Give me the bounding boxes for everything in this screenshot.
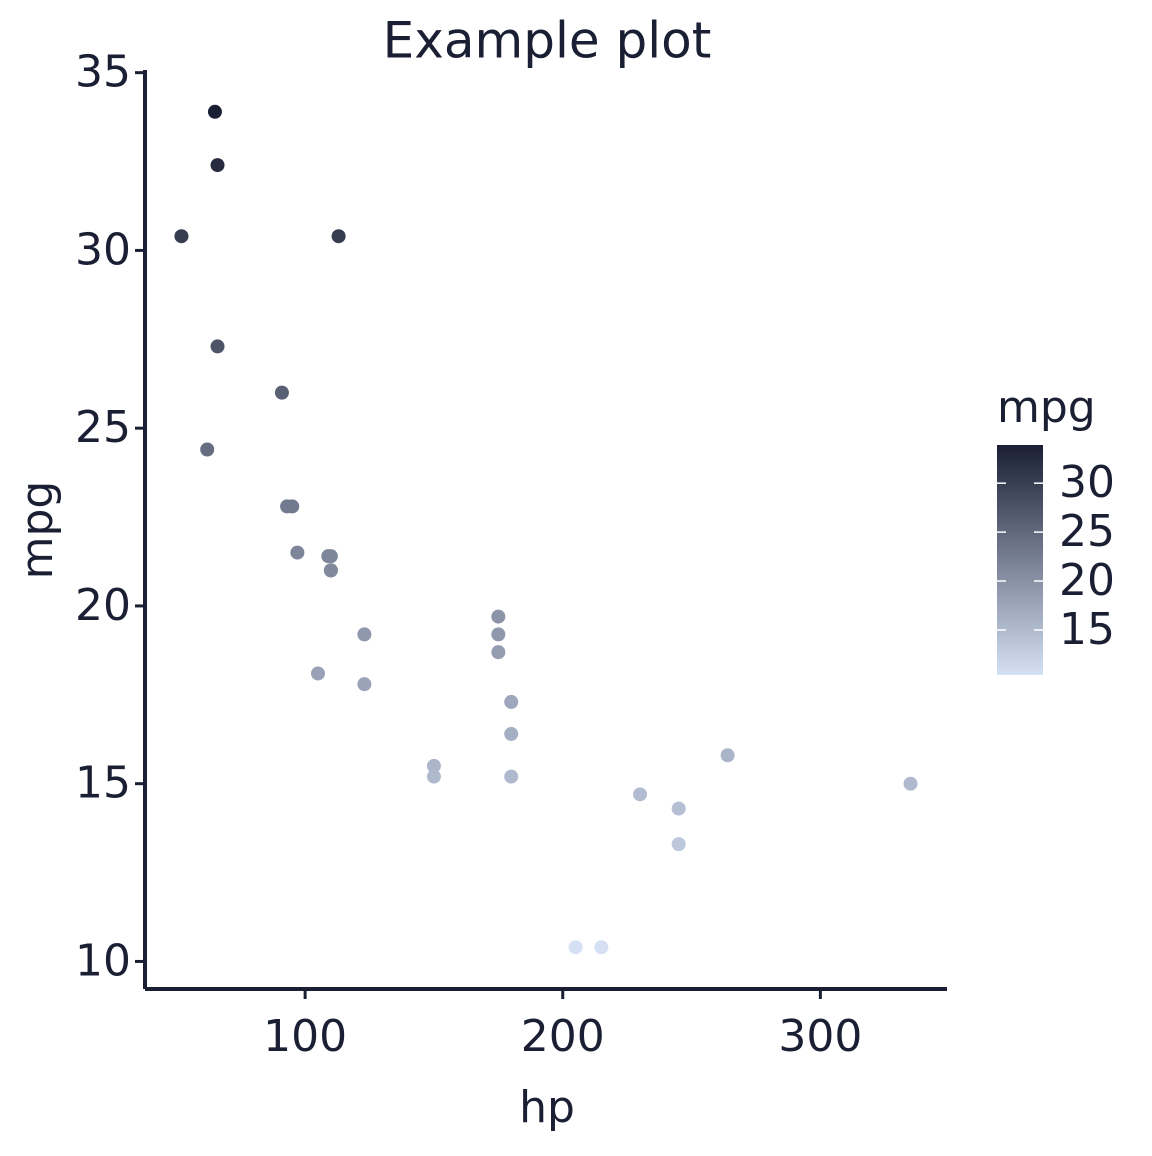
point [323,563,338,578]
point [357,627,372,642]
point [504,726,519,741]
point [491,627,506,642]
point [285,499,300,514]
point [594,940,609,955]
point [671,801,686,816]
point [426,769,441,784]
point [568,940,583,955]
x-tick-label: 300 [778,1011,862,1062]
point [321,549,336,564]
x-tick-label: 200 [521,1011,605,1062]
colorbar-label: 20 [1059,555,1115,606]
point [331,229,346,244]
x-axis-label: hp [519,1082,575,1133]
point [903,776,918,791]
y-tick-label: 25 [75,402,131,453]
y-tick-label: 10 [75,935,131,986]
point [720,748,735,763]
point [174,229,189,244]
point [210,158,225,173]
point [491,645,506,660]
point [633,787,648,802]
point [671,837,686,852]
point [210,339,225,354]
colorbar-label: 30 [1059,457,1115,508]
point [207,104,222,119]
point [290,545,305,560]
y-tick-label: 30 [75,224,131,275]
point [357,677,372,692]
point [426,758,441,773]
point [491,609,506,624]
point [200,442,215,457]
y-axis-label: mpg [12,481,63,580]
y-tick-label: 35 [75,47,131,98]
point [310,666,325,681]
point [274,385,289,400]
point [504,769,519,784]
colorbar [997,445,1043,675]
y-tick-label: 15 [75,758,131,809]
chart-title: Example plot [383,12,712,70]
colorbar-label: 15 [1059,604,1115,655]
y-tick-label: 20 [75,580,131,631]
colorbar-label: 25 [1059,506,1115,557]
legend-title: mpg [997,382,1096,433]
point [504,694,519,709]
x-tick-label: 100 [263,1011,347,1062]
